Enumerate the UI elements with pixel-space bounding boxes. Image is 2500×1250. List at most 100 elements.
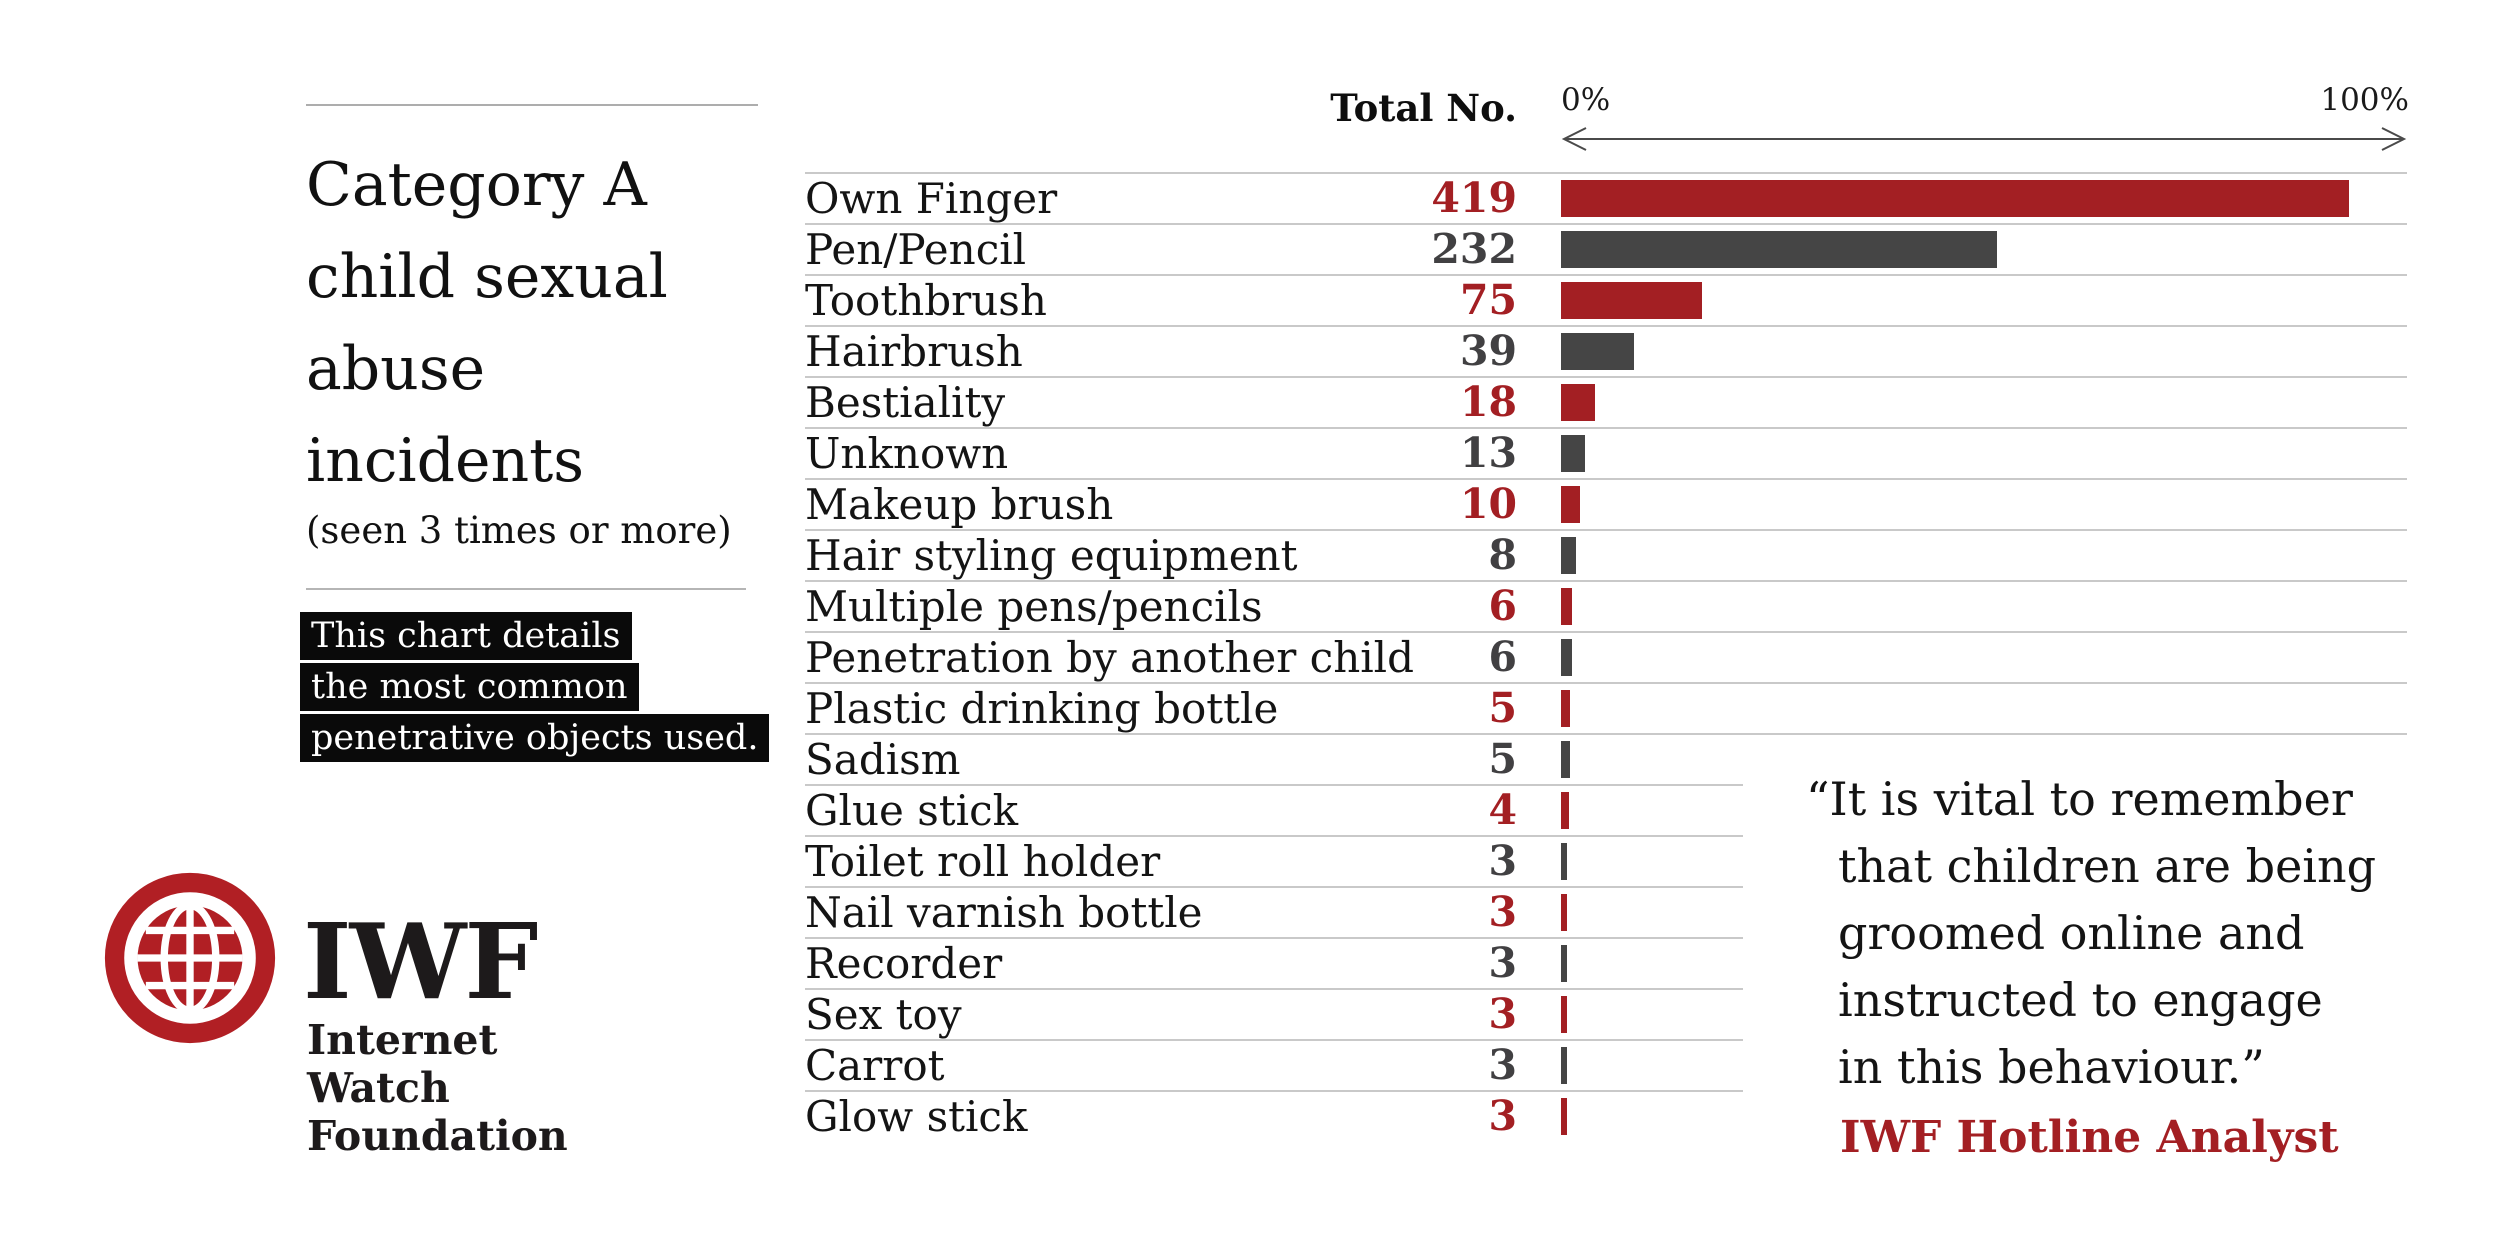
- bar: [1561, 588, 1572, 625]
- row-total-value: 3: [1488, 1041, 1517, 1089]
- chart-note-line: the most common: [300, 663, 639, 711]
- row-label: Nail varnish bottle: [805, 888, 1203, 937]
- row-total-value: 6: [1488, 633, 1517, 681]
- row-label: Carrot: [805, 1041, 945, 1090]
- bar: [1561, 741, 1570, 778]
- bar: [1561, 894, 1567, 931]
- table-row: Toilet roll holder 3: [805, 835, 1743, 886]
- row-label: Toothbrush: [805, 276, 1047, 325]
- quote-line: in this behaviour.”: [1838, 1040, 2265, 1094]
- page-title-line: abuse: [306, 334, 486, 404]
- row-label: Hairbrush: [805, 327, 1023, 376]
- table-row: Multiple pens/pencils 6: [805, 580, 2407, 631]
- globe-icon: [104, 872, 276, 1044]
- bar: [1561, 180, 2349, 217]
- table-row: Carrot 3: [805, 1039, 1743, 1090]
- bar: [1561, 1098, 1567, 1135]
- row-total-value: 18: [1459, 378, 1517, 426]
- table-row: Hair styling equipment 8: [805, 529, 2407, 580]
- table-row: Sex toy 3: [805, 988, 1743, 1039]
- quote-line: that children are being: [1838, 839, 2377, 893]
- row-total-value: 3: [1488, 837, 1517, 885]
- page-title-line: Category A: [306, 150, 647, 220]
- row-total-value: 39: [1459, 327, 1517, 375]
- table-row: Hairbrush 39: [805, 325, 2407, 376]
- bar: [1561, 282, 1702, 319]
- row-label: Multiple pens/pencils: [805, 582, 1263, 631]
- quote-line: instructed to engage: [1838, 973, 2323, 1027]
- axis-double-arrow-icon: [1559, 124, 2409, 158]
- page-subtitle: (seen 3 times or more): [306, 509, 732, 552]
- row-total-value: 5: [1488, 735, 1517, 783]
- row-label: Sadism: [805, 735, 961, 784]
- row-label: Makeup brush: [805, 480, 1114, 529]
- bar: [1561, 231, 1997, 268]
- table-row: Unknown 13: [805, 427, 2407, 478]
- table-row: Toothbrush 75: [805, 274, 2407, 325]
- row-label: Pen/Pencil: [805, 225, 1027, 274]
- row-total-value: 3: [1488, 939, 1517, 987]
- table-row: Sadism 5: [805, 733, 2407, 784]
- row-total-value: 13: [1459, 429, 1517, 477]
- mid-divider-line: [306, 588, 746, 590]
- row-total-value: 232: [1431, 225, 1517, 273]
- row-total-value: 3: [1488, 1092, 1517, 1140]
- row-total-value: 419: [1431, 174, 1517, 222]
- row-total-value: 75: [1459, 276, 1517, 324]
- row-label: Recorder: [805, 939, 1003, 988]
- table-row: Nail varnish bottle 3: [805, 886, 1743, 937]
- bar: [1561, 690, 1570, 727]
- bar: [1561, 945, 1567, 982]
- row-label: Penetration by another child: [805, 633, 1414, 682]
- total-number-column-header: Total No.: [1330, 86, 1517, 130]
- table-row: Pen/Pencil 232: [805, 223, 2407, 274]
- quote-attribution: IWF Hotline Analyst: [1840, 1112, 2339, 1163]
- row-total-value: 3: [1488, 888, 1517, 936]
- bar: [1561, 792, 1569, 829]
- table-row: Penetration by another child 6: [805, 631, 2407, 682]
- bar: [1561, 639, 1572, 676]
- bar: [1561, 384, 1595, 421]
- bar: [1561, 333, 1634, 370]
- bar: [1561, 843, 1567, 880]
- bar: [1561, 537, 1576, 574]
- iwf-globe-logo: [98, 866, 282, 1050]
- row-label: Unknown: [805, 429, 1009, 478]
- table-row: Glow stick 3: [805, 1090, 1743, 1141]
- row-total-value: 10: [1459, 480, 1517, 528]
- iwf-logo-acronym: IWF: [303, 900, 538, 1023]
- iwf-logo-name-line: Watch: [307, 1064, 450, 1112]
- page-title-line: child sexual: [306, 242, 668, 312]
- quote-line: groomed online and: [1838, 906, 2305, 960]
- bar-chart-rows: Own Finger 419 Pen/Pencil 232 Toothbrush 75 Ha…: [805, 172, 2407, 1141]
- table-row: Glue stick 4: [805, 784, 1743, 835]
- row-total-value: 3: [1488, 990, 1517, 1038]
- table-row: Bestiality 18: [805, 376, 2407, 427]
- iwf-logo-name: Internet Watch Foundation: [307, 1016, 568, 1160]
- page-title: Category A child sexual abuse incidents: [306, 139, 776, 507]
- bar: [1561, 435, 1585, 472]
- chart-note: This chart details the most common penetra…: [300, 612, 780, 765]
- iwf-logo-name-line: Internet: [307, 1016, 498, 1064]
- row-label: Own Finger: [805, 174, 1058, 223]
- table-row: Recorder 3: [805, 937, 1743, 988]
- quote-line: “It is vital to remember: [1806, 772, 2353, 826]
- bar: [1561, 996, 1567, 1033]
- row-label: Hair styling equipment: [805, 531, 1298, 580]
- table-row: Own Finger 419: [805, 172, 2407, 223]
- row-total-value: 8: [1488, 531, 1517, 579]
- row-label: Toilet roll holder: [805, 837, 1161, 886]
- row-label: Glue stick: [805, 786, 1019, 835]
- table-row: Plastic drinking bottle 5: [805, 682, 2407, 733]
- row-label: Sex toy: [805, 990, 962, 1039]
- row-label: Glow stick: [805, 1092, 1028, 1141]
- row-total-value: 5: [1488, 684, 1517, 732]
- top-divider-line: [306, 104, 758, 106]
- table-row: Makeup brush 10: [805, 478, 2407, 529]
- iwf-logo-name-line: Foundation: [307, 1112, 568, 1160]
- chart-note-line: This chart details: [300, 612, 632, 660]
- row-label: Plastic drinking bottle: [805, 684, 1279, 733]
- bar: [1561, 1047, 1567, 1084]
- row-label: Bestiality: [805, 378, 1006, 427]
- quote-block: “It is vital to remember that children ar…: [1806, 766, 2406, 1101]
